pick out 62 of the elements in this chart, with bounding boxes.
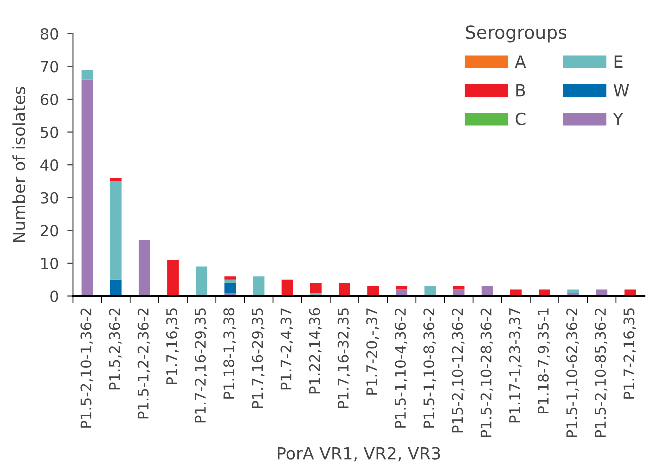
x-tick-label: P1.18-7,9,35-1 bbox=[538, 308, 550, 414]
bar bbox=[482, 286, 494, 296]
bar bbox=[338, 283, 350, 296]
x-tick-label: P1.7-20,-,37 bbox=[366, 308, 379, 395]
bar bbox=[110, 280, 122, 296]
bar bbox=[396, 290, 408, 296]
x-tick-label: P1.7,16,35 bbox=[166, 308, 179, 384]
bar bbox=[282, 280, 294, 296]
bar bbox=[368, 286, 379, 296]
bar bbox=[424, 286, 436, 296]
legend-label: A bbox=[515, 56, 526, 68]
y-tick-label: 20 bbox=[41, 225, 58, 237]
y-axis-title: Number of isolates bbox=[12, 87, 26, 242]
x-tick-label: P1.17-1,23-3,37 bbox=[509, 308, 522, 423]
y-tick-label: 60 bbox=[40, 94, 58, 106]
y-tick-label: 80 bbox=[40, 28, 58, 40]
x-tick-label: P1.7-2,4,37 bbox=[280, 308, 294, 390]
x-tick-label: P1.7-2,16,35 bbox=[624, 308, 636, 399]
bar bbox=[510, 290, 522, 296]
bar bbox=[568, 290, 580, 293]
bar bbox=[224, 283, 236, 293]
legend-label: W bbox=[614, 84, 630, 97]
bar bbox=[82, 70, 94, 80]
bar bbox=[168, 260, 179, 296]
bar bbox=[596, 290, 608, 296]
bar bbox=[110, 181, 122, 280]
bar bbox=[539, 290, 550, 296]
x-tick-label: P1.5-1,10-62,36-2 bbox=[566, 308, 580, 438]
bar bbox=[224, 280, 236, 284]
bar bbox=[310, 283, 322, 293]
bar bbox=[253, 276, 265, 296]
y-tick-label: 10 bbox=[42, 258, 58, 270]
x-tick-label: P1.5-2,10-1,36-2 bbox=[80, 308, 94, 428]
x-tick-label: P1.5-2,10-28,36-2 bbox=[480, 308, 494, 438]
y-tick-label: 50 bbox=[41, 126, 58, 138]
bar bbox=[196, 266, 208, 296]
bar bbox=[138, 240, 150, 296]
legend-label: Y bbox=[613, 113, 624, 126]
x-tick-label: P1.22,14,36 bbox=[309, 308, 322, 394]
x-tick-label: P1.5-1,10-4,36-2 bbox=[395, 308, 408, 428]
x-tick-label: P1.5-2,10-85,36-2 bbox=[595, 308, 608, 438]
x-tick-label: P1.7,16-32,35 bbox=[338, 308, 350, 408]
x-tick-label: P1.5-1,10-8,36-2 bbox=[424, 308, 436, 428]
x-tick-label: P1.7,16-29,35 bbox=[252, 308, 265, 408]
legend-label: B bbox=[516, 84, 526, 97]
legend-label: C bbox=[516, 112, 526, 126]
x-tick-label: P1.7-2,16-29,35 bbox=[195, 308, 208, 423]
x-tick-label: P1.5-1,2-2,36-2 bbox=[138, 308, 150, 419]
y-tick-label: 0 bbox=[50, 290, 58, 302]
bar bbox=[224, 276, 236, 280]
x-tick-label: P15-2,10-12,36-2 bbox=[452, 308, 465, 433]
bar bbox=[110, 178, 122, 182]
y-tick-label: 40 bbox=[40, 160, 58, 172]
y-tick-label: 70 bbox=[41, 61, 58, 73]
legend-label: E bbox=[614, 56, 623, 68]
x-tick-label: P1.5,2,36-2 bbox=[109, 308, 122, 390]
bar bbox=[396, 286, 408, 290]
x-tick-label: P1.18-1,3,38 bbox=[224, 308, 236, 399]
legend-title: Serogroups bbox=[466, 26, 567, 43]
bar bbox=[82, 80, 94, 296]
y-tick-label: 30 bbox=[41, 192, 58, 204]
x-axis-title: PorA VR1, VR2, VR3 bbox=[278, 447, 440, 462]
